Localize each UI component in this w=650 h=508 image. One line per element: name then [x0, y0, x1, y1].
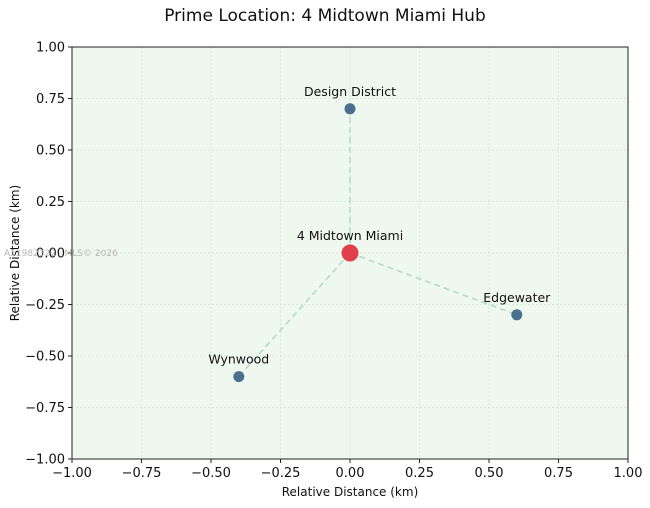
y-tick-label: 1.00	[36, 41, 65, 56]
axis-ticks: −1.00 −0.75 −0.50 −0.25 0.00 0.25 0.50 0.75 1.00…	[25, 41, 642, 482]
y-tick-label: −0.75	[25, 401, 65, 416]
y-tick-label: 0.00	[36, 247, 65, 262]
x-tick-label: 1.00	[614, 466, 643, 481]
y-tick-label: −0.25	[25, 298, 65, 313]
location-point	[511, 309, 523, 321]
location-point	[233, 371, 245, 383]
x-tick-label: 0.00	[336, 466, 365, 481]
connector-line	[238, 252, 351, 378]
hub-point	[341, 244, 359, 262]
x-tick-label: 0.50	[475, 466, 504, 481]
hub-label: 4 Midtown Miami	[297, 228, 403, 243]
plot-frame	[71, 46, 629, 460]
chart-title: Prime Location: 4 Midtown Miami Hub	[164, 6, 486, 26]
x-tick-label: −0.25	[261, 466, 301, 481]
x-axis-label: Relative Distance (km)	[282, 485, 419, 499]
y-tick-label: 0.25	[36, 195, 65, 210]
data-points: Design District Edgewater Wynwood 4 Midtown…	[208, 84, 551, 383]
x-tick-label: 0.25	[405, 466, 434, 481]
x-tick-label: −0.50	[191, 466, 231, 481]
connector-lines	[238, 108, 518, 378]
y-axis-label: Relative Distance (km)	[8, 185, 22, 322]
y-tick-label: 0.50	[36, 144, 65, 159]
watermark: A11982322 · MLS© 2026	[4, 249, 118, 259]
y-tick-label: −0.50	[25, 350, 65, 365]
x-tick-label: −0.75	[122, 466, 162, 481]
location-point	[344, 103, 356, 115]
x-tick-label: 0.75	[544, 466, 573, 481]
x-tick-label: −1.00	[52, 466, 92, 481]
y-tick-label: −1.00	[25, 453, 65, 468]
location-label: Edgewater	[483, 290, 551, 305]
location-label: Wynwood	[208, 352, 269, 367]
y-tick-label: 0.75	[36, 92, 65, 107]
location-label: Design District	[304, 84, 396, 99]
